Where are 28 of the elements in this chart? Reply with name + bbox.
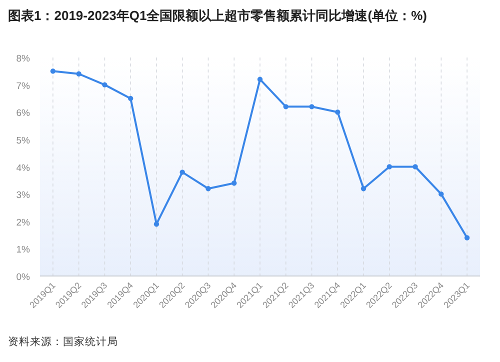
point: [309, 104, 314, 110]
point: [438, 191, 444, 197]
y-tick-label: 1%: [16, 244, 31, 256]
point: [283, 104, 288, 110]
chart-title: 图表1：2019-2023年Q1全国限额以上超市零售额累计同比增速(单位：%): [8, 8, 427, 23]
point: [412, 164, 418, 170]
point: [206, 186, 211, 192]
y-tick-label: 3%: [16, 190, 31, 202]
y-tick-label: 7%: [16, 80, 31, 92]
point: [360, 186, 366, 192]
point: [464, 235, 470, 240]
point: [76, 71, 82, 76]
point: [386, 164, 392, 170]
point: [102, 82, 108, 88]
y-tick-label: 4%: [16, 162, 31, 174]
point: [335, 110, 340, 115]
y-tick-label: 6%: [16, 108, 31, 120]
point: [232, 180, 237, 186]
y-tick-label: 5%: [16, 135, 31, 146]
point: [154, 222, 160, 227]
y-tick-label: 0%: [16, 272, 31, 283]
point: [257, 76, 263, 82]
text: 资料来源：国家统计局: [8, 335, 118, 348]
point: [180, 170, 185, 175]
y-tick-label: 8%: [16, 54, 31, 64]
point: [128, 96, 134, 102]
y-tick-label: 2%: [16, 217, 31, 228]
point: [50, 68, 56, 74]
